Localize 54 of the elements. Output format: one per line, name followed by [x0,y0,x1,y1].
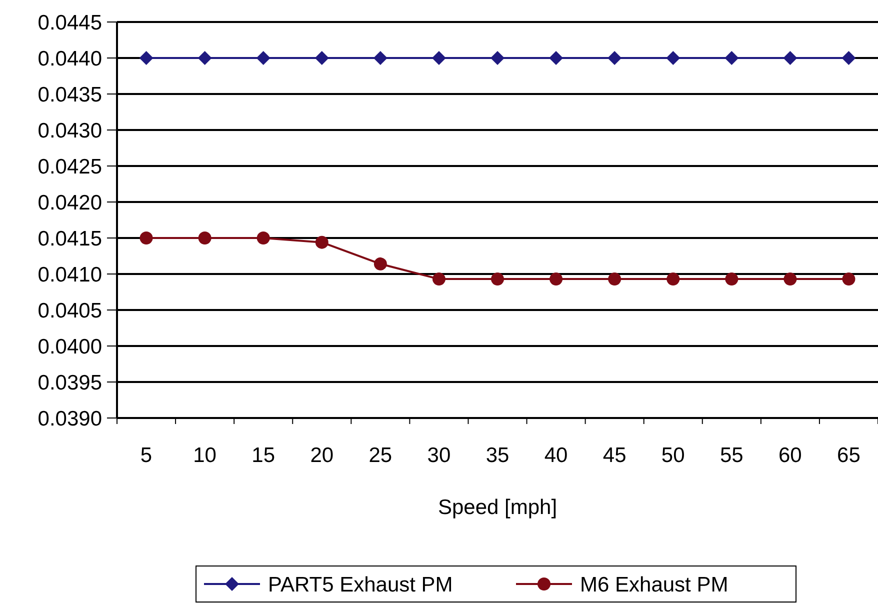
x-tick-label: 25 [368,444,392,467]
point [256,51,270,65]
point [256,232,270,244]
x-tick-label: 10 [193,444,216,467]
x-tick-label: 50 [661,444,685,467]
y-tick-label: 0.0445 [38,11,102,34]
x-tick-label: 55 [720,444,744,467]
point [784,272,797,286]
y-tick-label: 0.0415 [38,227,102,250]
point [140,232,153,244]
legend-label: M6 Exhaust PM [580,573,728,596]
point [198,232,212,244]
x-tick-label: 30 [427,444,451,467]
point [315,236,328,249]
point [842,51,856,65]
y-tick-label: 0.0425 [38,155,102,178]
point [490,51,504,65]
point [724,51,739,65]
point [139,51,154,65]
x-axis-title: Speed [mph] [438,496,558,519]
point [783,51,798,65]
point [374,257,387,270]
point [373,51,388,65]
x-tick-label: 60 [778,444,802,467]
point [314,51,329,65]
x-tick-label: 5 [140,444,152,467]
x-tick-label: 35 [486,444,510,467]
point [549,51,564,65]
point [666,51,680,65]
point [725,272,738,286]
point [550,272,563,286]
y-tick-label: 0.0405 [38,299,102,322]
point [432,51,446,65]
point [198,51,212,65]
y-tick-label: 0.0410 [38,263,102,286]
y-tick-label: 0.0400 [38,335,102,358]
legend-label: PART5 Exhaust PM [268,573,453,596]
y-tick-label: 0.0430 [38,119,102,142]
y-tick-label: 0.0390 [38,407,102,430]
point [666,272,680,286]
point [432,272,446,286]
point [491,272,504,286]
x-tick-label: 20 [310,444,334,467]
y-tick-label: 0.0395 [38,371,102,394]
point [608,272,622,286]
x-tick-label: 15 [252,444,276,467]
y-tick-label: 0.0435 [38,83,102,106]
y-tick-label: 0.0440 [38,47,102,70]
point [608,51,622,65]
x-tick-label: 45 [602,444,626,467]
x-tick-label: 65 [837,444,860,467]
point [842,272,856,286]
y-tick-label: 0.0420 [38,191,102,214]
x-tick-label: 40 [544,444,568,467]
